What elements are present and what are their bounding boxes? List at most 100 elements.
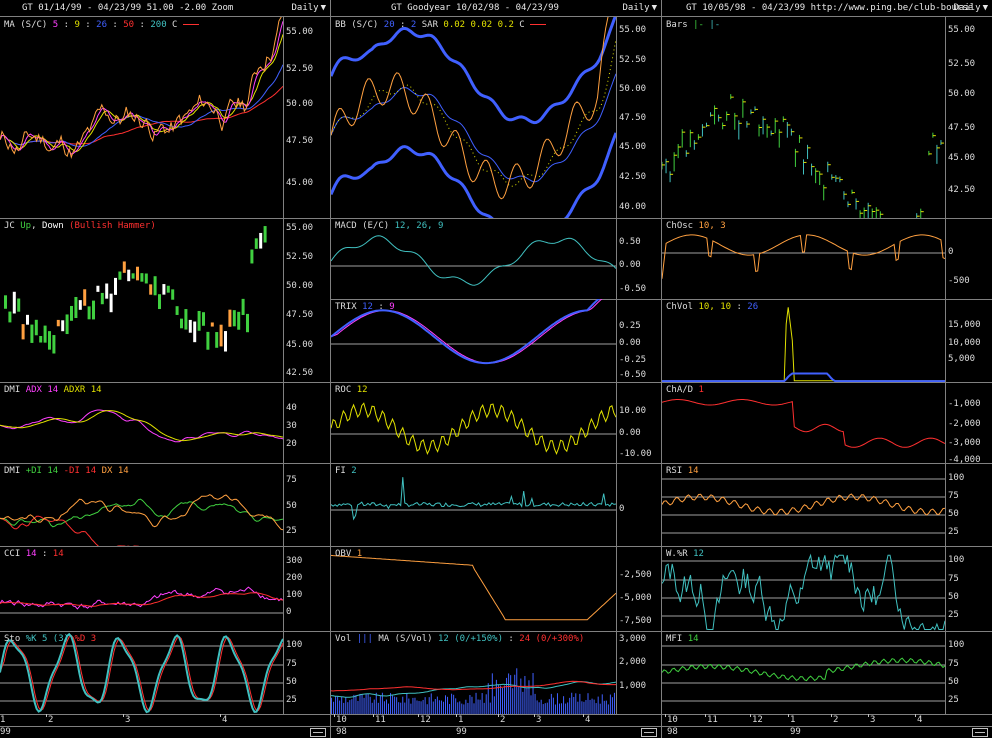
volume-bar	[581, 701, 583, 714]
panel-ma[interactable]: MA (S/C) 5 : 9 : 26 : 50 : 200 C 55.00 52…	[0, 17, 330, 219]
chvol-ma-line	[662, 372, 945, 382]
volume-bar	[534, 693, 536, 714]
y-tick-label: 47.50	[286, 310, 314, 320]
candle-body	[114, 277, 117, 295]
panel-macd[interactable]: MACD (E/C) 12, 26, 9 0.50 0.00 -0.50	[331, 218, 661, 300]
volume-bar	[410, 703, 412, 714]
panel-roc[interactable]: ROC 12 10.00 0.00 -10.00	[331, 382, 661, 464]
period-dropdown[interactable]: Daily ▼	[953, 3, 988, 13]
panel-obv[interactable]: OBV 1 -2,500 -5,000 -7,500	[331, 546, 661, 632]
volume-bar	[542, 704, 544, 714]
candle-body	[12, 291, 16, 314]
ma-9-line	[0, 34, 283, 153]
candle-body	[109, 293, 113, 313]
panel-chvol[interactable]: ChVol 10, 10 : 26 15,000 10,000 5,000	[662, 299, 992, 383]
candle-body	[39, 335, 43, 343]
legend-text: FI	[335, 466, 352, 476]
chevron-down-icon: ▼	[982, 3, 988, 13]
volume-bar	[367, 693, 369, 714]
y-tick-label: 25	[948, 695, 959, 705]
panel-bars[interactable]: Bars |- |- 55.00 52.50 50.00 47.50 45.00 42.50	[662, 17, 992, 219]
x-tick-label: 12	[420, 715, 431, 725]
scroll-control[interactable]	[310, 728, 326, 737]
panel-trix[interactable]: TRIX 12 : 9 0.25 0.00 -0.25 -0.50	[331, 299, 661, 383]
volume-bar	[381, 692, 383, 714]
macd-legend: MACD (E/C) 12, 26, 9	[335, 221, 443, 231]
legend-text: :	[503, 634, 520, 644]
y-axis	[616, 631, 618, 714]
panel-rsi[interactable]: RSI 14 100 75 50 25	[662, 463, 992, 547]
x-tick-label: 10	[336, 715, 347, 725]
candle-body	[127, 269, 131, 282]
y-axis	[616, 463, 618, 546]
candle-body	[34, 319, 38, 336]
legend-text: 0.2	[497, 20, 514, 30]
panel-dmi1[interactable]: DMI ADX 14 ADXR 14 40 30 20	[0, 382, 330, 464]
candle-body	[166, 285, 170, 293]
trix-plot	[331, 299, 616, 365]
panel-fi[interactable]: FI 2 0	[331, 463, 661, 547]
panel-wr[interactable]: W.%R 12 100 75 50 25	[662, 546, 992, 632]
minus-di-line	[0, 515, 140, 546]
volume-bar	[365, 694, 367, 714]
legend-text: DX 14	[101, 466, 129, 476]
y-tick-label: 50	[948, 677, 959, 687]
volume-bar	[565, 703, 567, 714]
column-divider	[330, 0, 331, 738]
candle-body	[74, 296, 78, 319]
y-tick-label: 100	[286, 640, 303, 650]
y-tick-label: 55.00	[619, 25, 647, 35]
column-1-header: GT 01/14/99 - 04/23/99 51.00 -2.00 Zoom …	[0, 0, 330, 17]
mfi-legend: MFI 14	[666, 634, 699, 644]
y-tick-label: 47.50	[948, 123, 976, 133]
panel-mfi[interactable]: MFI 14 100 75 50 25	[662, 631, 992, 715]
scroll-control[interactable]	[972, 728, 988, 737]
volume-bar	[412, 697, 414, 714]
y-tick-label: -0.25	[619, 355, 647, 365]
year-label: 98	[336, 727, 347, 737]
y-tick-label: -10.00	[619, 449, 652, 459]
legend-text: 20	[383, 20, 395, 30]
y-tick-label: 47.50	[619, 113, 647, 123]
volume-bar	[550, 693, 552, 714]
adxr-line	[0, 410, 283, 442]
volume-bar	[546, 702, 548, 714]
y-tick-label: 0.00	[619, 338, 641, 348]
volume-bar	[559, 703, 560, 714]
volume-bar	[426, 704, 428, 714]
bars-plot	[662, 94, 944, 218]
period-dropdown[interactable]: Daily ▼	[622, 3, 657, 13]
legend-text: 2	[351, 466, 357, 476]
panel-chad[interactable]: ChA/D 1 -1,000 -2,000 -3,000 -4,000	[662, 382, 992, 464]
y-tick-label: 10.00	[619, 406, 647, 416]
legend-text: ADX 14	[25, 385, 59, 395]
volume-bar	[341, 697, 343, 714]
chvol-line	[662, 307, 945, 382]
scroll-control[interactable]	[641, 728, 657, 737]
panel-dmi2[interactable]: DMI +DI 14 -DI 14 DX 14 75 50 25	[0, 463, 330, 547]
panel-jc[interactable]: JC Up, Down (Bullish Hammer) 55.00 52.50 50…	[0, 218, 330, 383]
legend-text: -DI 14	[63, 466, 97, 476]
panel-vol[interactable]: Vol ||| MA (S/Vol) 12 (0/+150%) : 24 (0/…	[331, 631, 661, 715]
y-tick-label: 30	[286, 421, 297, 431]
ma-50-line	[0, 85, 283, 146]
volume-bar	[504, 685, 506, 714]
column-2-header: GT Goodyear 10/02/98 - 04/23/99 Daily ▼	[331, 0, 661, 17]
candle-body	[131, 273, 135, 279]
candle-body	[237, 311, 241, 330]
candle-body	[52, 335, 56, 354]
panel-sto[interactable]: Sto %K 5 (3) %D 3 100 75 50 25	[0, 631, 330, 715]
panel-bb[interactable]: BB (S/C) 20 : 2 SAR 0.02 0.02 0.2 C 55.0…	[331, 17, 661, 219]
x-tick-label: 2	[500, 715, 506, 725]
y-tick-label: 50	[286, 501, 297, 511]
y-tick-label: 52.50	[286, 64, 314, 74]
volume-bar	[522, 691, 524, 714]
legend-text: ,	[31, 221, 42, 231]
candle-body	[193, 321, 197, 343]
legend-text: C	[513, 20, 531, 30]
candle-body	[246, 313, 249, 333]
period-dropdown[interactable]: Daily ▼	[291, 3, 326, 13]
panel-chosc[interactable]: ChOsc 10, 3 0 -500	[662, 218, 992, 300]
panel-cci[interactable]: CCI 14 : 14 300 200 100 0	[0, 546, 330, 632]
candle-body	[65, 314, 69, 335]
